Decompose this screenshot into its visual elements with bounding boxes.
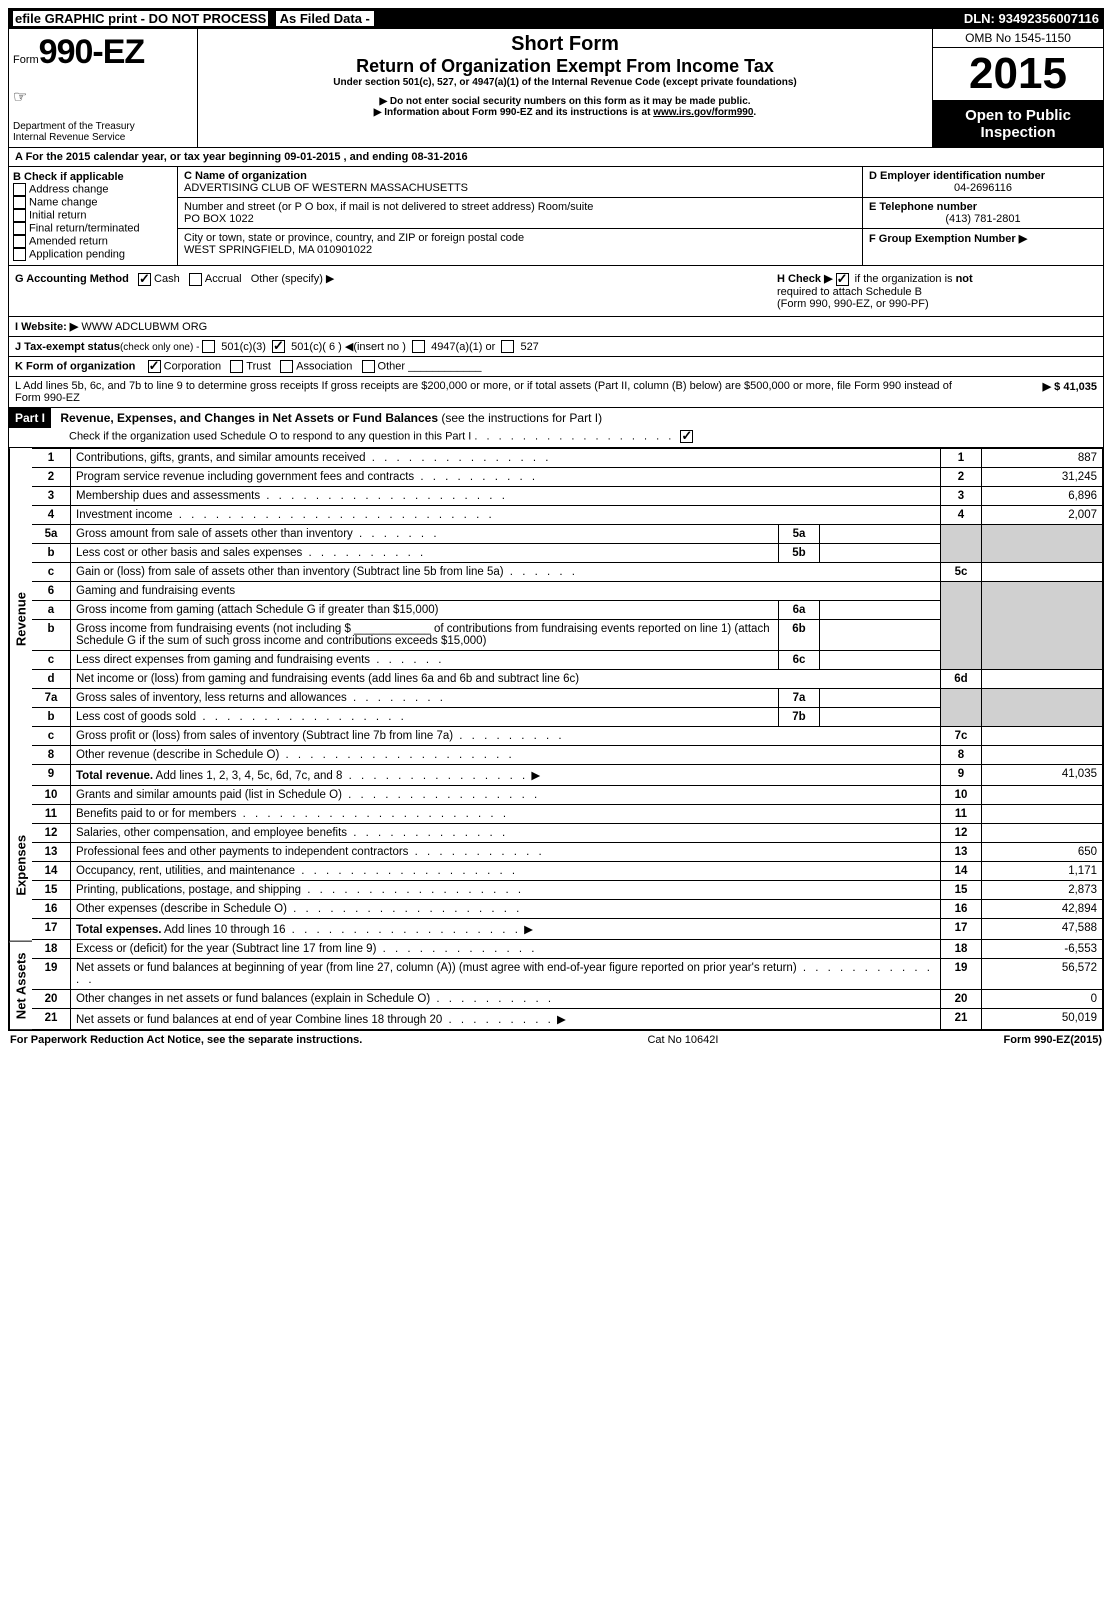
subtitle: Under section 501(c), 527, or 4947(a)(1)… (206, 77, 924, 88)
line-1: 1Contributions, gifts, grants, and simil… (32, 449, 1103, 468)
irs-link[interactable]: www.irs.gov/form990 (653, 107, 753, 118)
line-14: 14Occupancy, rent, utilities, and mainte… (32, 862, 1103, 881)
line-9: 9Total revenue. Add lines 1, 2, 3, 4, 5c… (32, 765, 1103, 786)
as-filed-label: As Filed Data - (276, 11, 374, 26)
line-7c: cGross profit or (loss) from sales of in… (32, 727, 1103, 746)
title-return: Return of Organization Exempt From Incom… (206, 56, 924, 77)
line-4: 4Investment income . . . . . . . . . . .… (32, 506, 1103, 525)
chk-address[interactable]: Address change (13, 183, 173, 196)
top-bar-left: efile GRAPHIC print - DO NOT PROCESS As … (13, 11, 374, 26)
h-check: H Check ▶ if the organization is not req… (771, 266, 1103, 316)
chk-corp[interactable] (148, 360, 161, 373)
line-5c: cGain or (loss) from sale of assets othe… (32, 563, 1103, 582)
line-6d: dNet income or (loss) from gaming and fu… (32, 670, 1103, 689)
line-17: 17Total expenses. Add lines 10 through 1… (32, 919, 1103, 940)
side-netassets: Net Assets (9, 942, 32, 1030)
header-center: Short Form Return of Organization Exempt… (198, 29, 933, 147)
section-bcd: B Check if applicable Address change Nam… (9, 167, 1103, 266)
e-phone: E Telephone number (413) 781-2801 (863, 198, 1103, 229)
col-d: D Employer identification number 04-2696… (863, 167, 1103, 265)
chk-accrual[interactable] (189, 273, 202, 286)
financial-sections: Revenue Expenses Net Assets 1Contributio… (9, 448, 1103, 1030)
d-ein: D Employer identification number 04-2696… (863, 167, 1103, 198)
part1-check: Check if the organization used Schedule … (9, 428, 1103, 447)
note-ssn: ▶ Do not enter social security numbers o… (206, 96, 924, 107)
line-19: 19Net assets or fund balances at beginni… (32, 959, 1103, 990)
c-name: C Name of organization ADVERTISING CLUB … (178, 167, 862, 198)
row-gh: G Accounting Method Cash Accrual Other (… (9, 266, 1103, 317)
row-j: J Tax-exempt status(check only one) - 50… (9, 337, 1103, 358)
line-8: 8Other revenue (describe in Schedule O) … (32, 746, 1103, 765)
f-group: F Group Exemption Number ▶ (863, 229, 1103, 248)
row-i: I Website: ▶ WWW ADCLUBWM ORG (9, 317, 1103, 337)
open-to-public: Open to Public Inspection (933, 101, 1103, 147)
efile-label: efile GRAPHIC print - DO NOT PROCESS (13, 11, 268, 26)
b-title: B Check if applicable (13, 171, 173, 183)
chk-other[interactable] (362, 360, 375, 373)
tax-year: 2015 (933, 48, 1103, 101)
line-11: 11Benefits paid to or for members . . . … (32, 805, 1103, 824)
c-address: Number and street (or P O box, if mail i… (178, 198, 862, 229)
chk-scho[interactable] (680, 430, 693, 443)
dln-label: DLN: 93492356007116 (964, 11, 1099, 26)
chk-amended[interactable]: Amended return (13, 235, 173, 248)
form-number: Form 990-EZ (13, 33, 193, 72)
note-info: ▶ Information about Form 990-EZ and its … (206, 107, 924, 118)
footer-mid: Cat No 10642I (647, 1034, 718, 1046)
title-short-form: Short Form (206, 33, 924, 56)
line-3: 3Membership dues and assessments . . . .… (32, 487, 1103, 506)
chk-trust[interactable] (230, 360, 243, 373)
line-13: 13Professional fees and other payments t… (32, 843, 1103, 862)
footer: For Paperwork Reduction Act Notice, see … (8, 1031, 1104, 1049)
form-container: Form 990-EZ ☞ Department of the Treasury… (8, 29, 1104, 1031)
g-accounting: G Accounting Method Cash Accrual Other (… (9, 266, 771, 316)
col-c: C Name of organization ADVERTISING CLUB … (178, 167, 863, 265)
top-bar: efile GRAPHIC print - DO NOT PROCESS As … (8, 8, 1104, 29)
line-5a: 5aGross amount from sale of assets other… (32, 525, 1103, 544)
row-a: A For the 2015 calendar year, or tax yea… (9, 148, 1103, 167)
form-990ez: 990-EZ (39, 33, 145, 72)
chk-initial[interactable]: Initial return (13, 209, 173, 222)
chk-namechange[interactable]: Name change (13, 196, 173, 209)
chk-assoc[interactable] (280, 360, 293, 373)
line-18: 18Excess or (deficit) for the year (Subt… (32, 940, 1103, 959)
omb-number: OMB No 1545-1150 (933, 29, 1103, 48)
line-12: 12Salaries, other compensation, and empl… (32, 824, 1103, 843)
chk-527[interactable] (501, 340, 514, 353)
chk-cash[interactable] (138, 273, 151, 286)
line-21: 21Net assets or fund balances at end of … (32, 1009, 1103, 1030)
chk-4947[interactable] (412, 340, 425, 353)
chk-h[interactable] (836, 273, 849, 286)
side-expenses: Expenses (9, 789, 32, 942)
form-header: Form 990-EZ ☞ Department of the Treasury… (9, 29, 1103, 148)
sections-body: 1Contributions, gifts, grants, and simil… (32, 448, 1103, 1030)
row-l: L Add lines 5b, 6c, and 7b to line 9 to … (9, 377, 1103, 408)
line-6: 6Gaming and fundraising events (32, 582, 1103, 601)
part1-header: Part I Revenue, Expenses, and Changes in… (9, 408, 1103, 448)
chk-final[interactable]: Final return/terminated (13, 222, 173, 235)
line-16: 16Other expenses (describe in Schedule O… (32, 900, 1103, 919)
row-k: K Form of organization Corporation Trust… (9, 357, 1103, 377)
chk-pending[interactable]: Application pending (13, 248, 173, 261)
chk-501c[interactable] (272, 340, 285, 353)
footer-right: Form 990-EZ(2015) (1004, 1034, 1102, 1046)
side-revenue: Revenue (9, 448, 32, 789)
line-20: 20Other changes in net assets or fund ba… (32, 990, 1103, 1009)
line-7a: 7aGross sales of inventory, less returns… (32, 689, 1103, 708)
footer-left: For Paperwork Reduction Act Notice, see … (10, 1034, 362, 1046)
pointing-icon: ☞ (13, 87, 193, 107)
part1-label: Part I (9, 408, 51, 428)
col-b: B Check if applicable Address change Nam… (9, 167, 178, 265)
line-10: 10Grants and similar amounts paid (list … (32, 786, 1103, 805)
form-word: Form (13, 54, 39, 66)
header-right: OMB No 1545-1150 2015 Open to Public Ins… (933, 29, 1103, 147)
dept-treasury: Department of the Treasury Internal Reve… (13, 121, 193, 143)
header-left: Form 990-EZ ☞ Department of the Treasury… (9, 29, 198, 147)
financial-table: 1Contributions, gifts, grants, and simil… (32, 448, 1103, 1030)
line-15: 15Printing, publications, postage, and s… (32, 881, 1103, 900)
line-2: 2Program service revenue including gover… (32, 468, 1103, 487)
chk-501c3[interactable] (202, 340, 215, 353)
c-city: City or town, state or province, country… (178, 229, 862, 259)
